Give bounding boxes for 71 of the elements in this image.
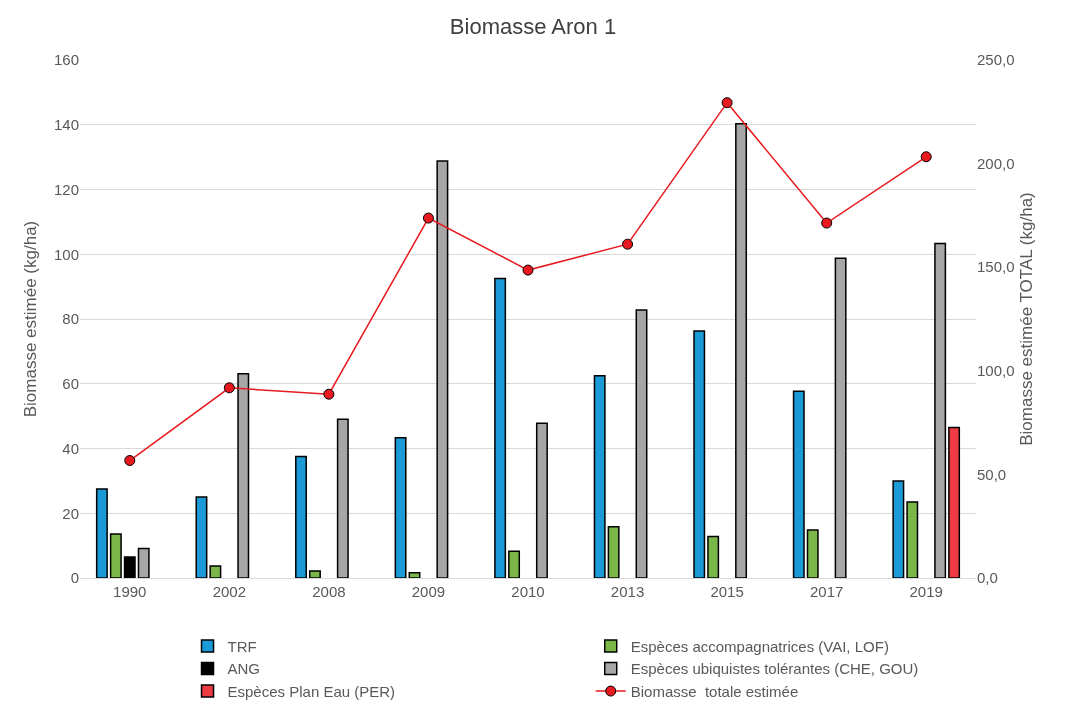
y2-tick-label: 200,0 — [977, 154, 1015, 172]
bar — [209, 565, 222, 578]
y-tick-label: 60 — [62, 375, 79, 392]
y-axis-title: Biomasse estimée (kg/ha) — [21, 220, 40, 418]
bar — [635, 309, 648, 578]
legend-label: Espèces ubiquistes tolérantes (CHE, GOU) — [630, 660, 919, 678]
bar — [806, 529, 819, 578]
bar — [408, 572, 421, 578]
bar — [95, 488, 108, 578]
x-tick-label: 2015 — [710, 583, 744, 600]
y2-tick-label: 250,0 — [977, 51, 1015, 69]
bar — [906, 501, 919, 578]
bar — [494, 277, 507, 578]
legend-label: Biomasse totale estimée — [630, 682, 799, 700]
bar — [535, 422, 548, 578]
legend-label: ANG — [227, 660, 261, 678]
bar — [707, 535, 720, 578]
bar — [834, 257, 847, 578]
point — [522, 264, 534, 276]
x-tick-label: 2010 — [511, 583, 545, 600]
bar — [436, 160, 449, 578]
y-tick-label: 120 — [53, 180, 79, 198]
bar — [308, 570, 321, 578]
x-tick-label: 2002 — [212, 583, 247, 600]
point — [223, 382, 235, 394]
point — [323, 388, 335, 400]
bar — [508, 550, 521, 578]
bar — [137, 547, 150, 578]
point — [920, 151, 932, 163]
x-tick-label: 2009 — [411, 583, 446, 600]
bar — [295, 455, 307, 578]
bar — [109, 533, 122, 578]
y-tick-label: 20 — [62, 504, 79, 522]
bar — [735, 123, 748, 578]
point — [422, 212, 434, 224]
y2-tick-label: 50,0 — [977, 465, 1007, 483]
y2-tick-label: 100,0 — [977, 362, 1015, 380]
point — [721, 97, 733, 109]
y-tick-label: 40 — [62, 439, 79, 457]
y-tick-label: 140 — [53, 116, 79, 133]
x-tick-label: 2019 — [909, 583, 943, 600]
x-tick-label: 2013 — [610, 583, 645, 600]
point — [124, 455, 136, 467]
bar — [934, 242, 947, 578]
point — [622, 238, 634, 250]
y-tick-label: 80 — [62, 310, 79, 328]
bar — [336, 418, 349, 578]
bar — [237, 372, 250, 578]
bar — [948, 426, 961, 578]
x-tick-label: 1990 — [113, 583, 147, 600]
bar — [607, 526, 620, 578]
bar — [593, 374, 606, 578]
bar — [123, 556, 136, 578]
bar — [394, 437, 407, 578]
bar — [892, 480, 905, 578]
point — [821, 217, 833, 229]
y-tick-label: 0 — [70, 569, 79, 587]
legend-label: Espèces Plan Eau (PER) — [227, 682, 396, 700]
chart-title: Biomasse Aron 1 — [449, 13, 617, 39]
y2-tick-label: 150,0 — [977, 258, 1015, 276]
y-tick-label: 100 — [53, 245, 79, 263]
y2-axis-title: Biomasse estimée TOTAL (kg/ha) — [1016, 192, 1036, 446]
legend-label: Espèces accompagnatrices (VAI, LOF) — [630, 637, 889, 655]
legend-label: TRF — [227, 637, 257, 655]
bar — [693, 330, 706, 578]
x-tick-label: 2017 — [809, 583, 844, 600]
y2-tick-label: 0,0 — [977, 569, 998, 587]
bar — [792, 390, 805, 578]
bar — [195, 496, 208, 578]
x-tick-label: 2008 — [312, 583, 346, 600]
y-tick-label: 160 — [53, 51, 79, 69]
